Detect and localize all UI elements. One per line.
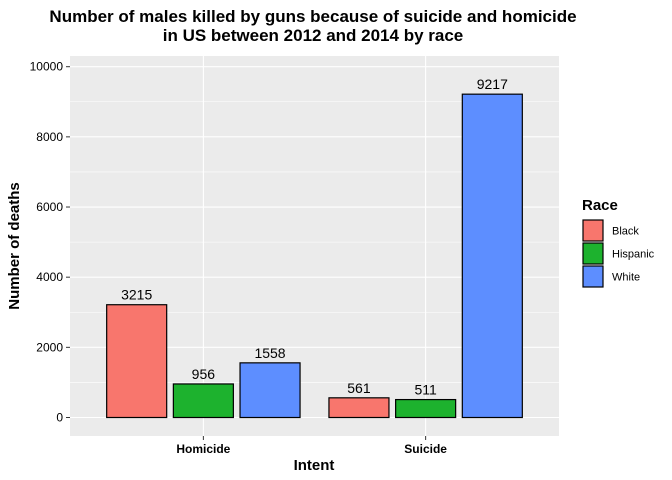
data-label-suicide-black: 561 [347, 380, 371, 396]
y-tick-label: 8000 [36, 130, 63, 144]
legend-label-white: White [612, 272, 640, 284]
chart-title-line-2: in US between 2012 and 2014 by race [163, 26, 463, 45]
data-label-suicide-white: 9217 [477, 76, 508, 92]
bar-homicide-hispanic [172, 383, 234, 419]
x-axis-title: Intent [294, 457, 335, 474]
bar-suicide-hispanic [395, 398, 457, 419]
legend-label-black: Black [612, 226, 639, 238]
legend-title: Race [582, 197, 618, 214]
legend: Race Black Hispanic White [582, 197, 655, 288]
y-axis: 0 2000 4000 6000 8000 10000 [30, 60, 70, 425]
legend-label-hispanic: Hispanic [612, 249, 655, 261]
legend-key-white [582, 265, 604, 288]
y-tick-label: 0 [56, 411, 63, 425]
x-tick-label: Homicide [176, 442, 230, 456]
chart-title-line-1: Number of males killed by guns because o… [49, 7, 576, 26]
data-label-homicide-white: 1558 [254, 345, 285, 361]
data-labels: 3215 956 1558 561 511 9217 [121, 76, 508, 397]
y-tick-label: 6000 [36, 200, 63, 214]
y-tick-label: 2000 [36, 340, 63, 354]
y-axis-title: Number of deaths [6, 182, 23, 310]
legend-items: Black Hispanic White [582, 219, 655, 288]
bar-suicide-black [328, 397, 390, 419]
data-label-homicide-black: 3215 [121, 287, 152, 303]
bar-homicide-white [239, 362, 301, 419]
data-label-homicide-hispanic: 956 [192, 366, 216, 382]
legend-key-black [582, 219, 604, 242]
bars [106, 93, 523, 419]
bar-homicide-black [106, 304, 168, 419]
y-tick-label: 10000 [30, 60, 64, 74]
y-tick-label: 4000 [36, 270, 63, 284]
data-label-suicide-hispanic: 511 [414, 382, 437, 398]
legend-key-hispanic [582, 242, 604, 265]
x-axis: Homicide Suicide [176, 436, 447, 456]
x-tick-label: Suicide [404, 442, 447, 456]
bar-suicide-white [461, 93, 523, 419]
